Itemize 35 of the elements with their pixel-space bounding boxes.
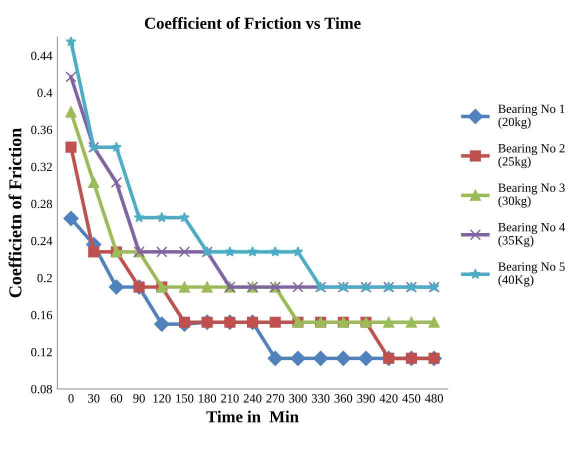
y-tick-label: 0.44 [31,52,52,60]
x-tick-label: 90 [133,394,145,403]
y-tick-label: 0.24 [31,236,52,246]
x-tick-label: 390 [357,394,375,403]
legend-label: Bearing No 4 (35Kg) [498,222,566,248]
legend-label: Bearing No 3 (30kg) [498,184,565,208]
x-tick-label: 270 [266,394,284,403]
legend-label: Bearing No 2 (25kg) [498,144,565,168]
x-tick-label: 240 [244,394,262,403]
x-tick-label: 450 [402,394,420,403]
x-tick-label: 330 [312,394,330,403]
x-tick-label: 480 [424,394,444,403]
x-tick-label: 300 [289,394,307,403]
y-tick-label: 0.16 [31,310,52,320]
x-tick-label: 420 [380,394,398,403]
x-tick-label: 150 [176,394,194,403]
y-tick-label: 0.4 [37,88,52,98]
y-axis-title: Coefficietn of Friction [8,128,22,298]
chart-title: Coefficient of Friction vs Time [144,16,361,29]
legend-label: Bearing No 1 (20kg) [498,104,564,129]
x-tick-label: 30 [88,394,100,403]
x-tick-label: 60 [110,394,122,403]
x-tick-label: 0 [68,394,74,403]
y-tick-label: 0.12 [31,348,52,356]
x-tick-label: 180 [198,394,216,403]
x-axis-title: Time in Min [206,410,299,422]
x-tick-label: 360 [334,394,352,403]
y-tick-label: 0.32 [31,162,52,172]
y-tick-label: 0.28 [31,200,52,208]
legend-label: Bearing No 5 (40Kg) [498,262,565,286]
x-tick-label: 210 [221,394,239,403]
y-tick-label: 0.08 [31,384,52,394]
y-tick-label: 0.2 [37,274,52,282]
x-tick-label: 120 [154,394,171,403]
y-tick-label: 0.36 [31,126,52,134]
